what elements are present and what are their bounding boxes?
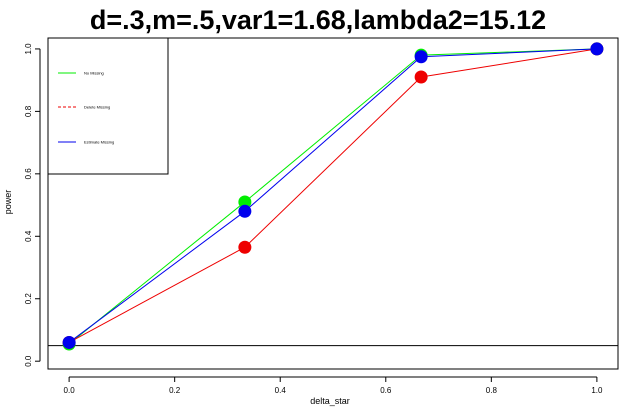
series-line-segment [68,246,246,343]
data-point [414,50,428,64]
chart-title: d=.3,m=.5,var1=1.68,lambda2=15.12 [90,5,546,35]
x-tick-label: 0.8 [486,386,498,395]
x-tick-label: 0.6 [380,386,392,395]
y-tick-label: 0.2 [24,293,33,305]
legend-label: Estimate Missing [84,140,114,145]
x-axis: 0.0 0.2 0.4 0.6 0.8 1.0 [64,376,603,395]
series-2 [68,48,597,343]
series-layer [62,42,604,351]
series-line-segment [244,56,422,212]
series-line-segment [244,76,422,248]
plot-frame [47,37,619,370]
y-tick-label: 0.0 [24,355,33,367]
series-line-segment [421,48,597,58]
x-tick-label: 0.4 [275,386,287,395]
y-tick-label: 0.6 [24,168,33,180]
data-point [238,195,252,209]
y-tick-label: 0.8 [24,105,33,117]
x-tick-label: 1.0 [591,386,603,395]
series-line-segment [244,54,422,203]
data-point [238,240,252,254]
data-point [62,335,76,349]
data-point [414,70,428,84]
legend: No Missing Delete Missing Estimate Missing [47,37,169,175]
legend-label: No Missing [84,71,104,76]
series-line-segment [68,210,246,343]
x-tick-label: 0.0 [64,386,76,395]
x-axis-label: delta_star [310,396,350,406]
legend-label: Delete Missing [84,105,110,110]
x-tick-label: 0.2 [169,386,181,395]
y-axis-label: power [3,190,13,215]
legend-box [47,37,169,175]
series-line-segment [421,48,597,78]
data-point [238,204,252,218]
data-point [590,42,604,56]
y-axis: 0.0 0.2 0.4 0.6 0.8 1.0 [24,43,41,367]
series-points-2 [62,42,604,349]
series-1 [68,48,597,343]
y-tick-label: 1.0 [24,43,33,55]
y-tick-label: 0.4 [24,230,33,242]
